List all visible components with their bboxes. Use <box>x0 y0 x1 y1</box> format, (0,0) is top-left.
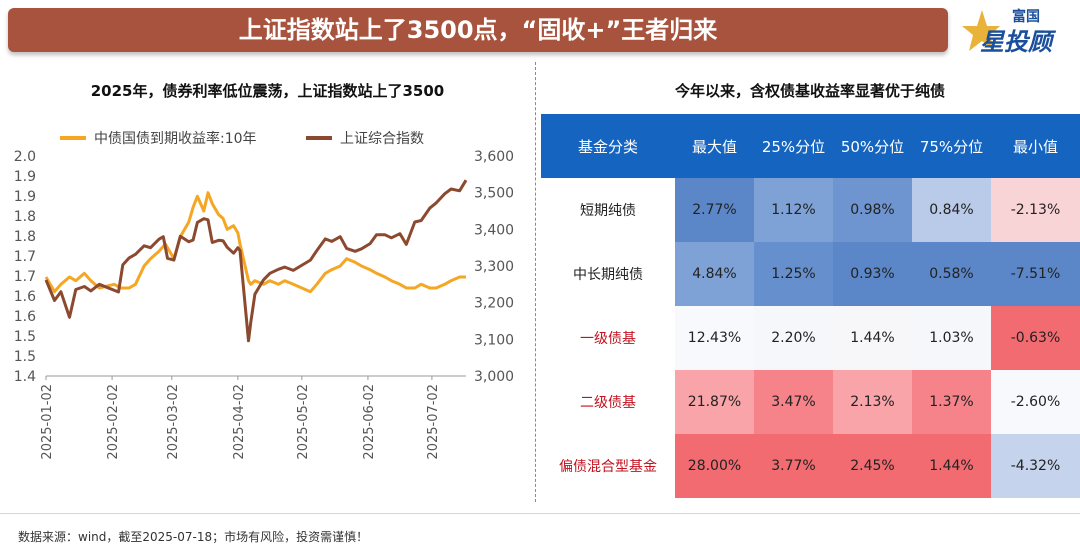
table-row: 二级债基 21.87% 3.47% 2.13% 1.37% -2.60% <box>541 370 1080 434</box>
column-header: 最大值 <box>675 114 754 178</box>
table-cell: -2.13% <box>991 178 1080 242</box>
left-axis-tick-label: 1.6 <box>14 309 36 325</box>
table-cell: 3.77% <box>754 434 833 498</box>
table-cell: 1.03% <box>912 306 991 370</box>
x-axis-tick-label: 2025-06-02 <box>362 384 377 460</box>
x-axis-tick-label: 2025-02-02 <box>106 384 121 460</box>
left-axis-tick-label: 1.7 <box>14 269 36 285</box>
column-header: 50%分位 <box>833 114 912 178</box>
table-cell: 1.44% <box>912 434 991 498</box>
right-axis-tick-label: 3,200 <box>474 296 514 312</box>
table-cell: 1.37% <box>912 370 991 434</box>
table-cell: 4.84% <box>675 242 754 306</box>
fund-return-table: 基金分类 最大值 25%分位 50%分位 75%分位 最小值 短期纯债 2.77% 1.12%… <box>541 114 1080 498</box>
left-axis-tick-label: 1.9 <box>14 189 36 205</box>
table-row: 短期纯债 2.77% 1.12% 0.98% 0.84% -2.13% <box>541 178 1080 242</box>
row-label: 一级债基 <box>580 331 636 347</box>
left-axis-tick-label: 1.8 <box>14 229 36 245</box>
left-axis-tick-label: 1.6 <box>14 289 36 305</box>
right-axis-tick-label: 3,000 <box>474 369 514 385</box>
footer-note: 数据来源：wind，截至2025-07-18；市场有风险，投资需谨慎！ <box>18 530 369 544</box>
right-axis-tick-label: 3,400 <box>474 222 514 238</box>
brand-logo: 富国 星投顾 <box>958 4 1076 56</box>
left-axis-tick-label: 1.8 <box>14 209 36 225</box>
left-axis-tick-label: 1.4 <box>14 369 36 385</box>
left-axis-tick-label: 1.5 <box>14 329 36 345</box>
table-cell: 1.12% <box>754 178 833 242</box>
right-axis-tick-label: 3,600 <box>474 149 514 165</box>
table-cell: 2.13% <box>833 370 912 434</box>
table-cell: 3.47% <box>754 370 833 434</box>
legend-label: 上证综合指数 <box>340 131 424 147</box>
right-axis-tick-label: 3,500 <box>474 186 514 202</box>
table-row: 偏债混合型基金 28.00% 3.77% 2.45% 1.44% -4.32% <box>541 434 1080 498</box>
legend-label: 中债国债到期收益率:10年 <box>94 130 257 147</box>
x-axis-tick-label: 2025-05-02 <box>296 384 311 460</box>
table-cell: 2.45% <box>833 434 912 498</box>
row-label: 偏债混合型基金 <box>559 459 657 475</box>
table-cell: -0.63% <box>991 306 1080 370</box>
right-axis-tick-label: 3,300 <box>474 259 514 275</box>
table-row: 中长期纯债 4.84% 1.25% 0.93% 0.58% -7.51% <box>541 242 1080 306</box>
footer-divider <box>0 513 1080 514</box>
x-axis-tick-label: 2025-04-02 <box>232 384 247 460</box>
column-header: 25%分位 <box>754 114 833 178</box>
chart-legend: 中债国债到期收益率:10年 上证综合指数 <box>60 130 424 147</box>
logo-main-text: 星投顾 <box>980 28 1052 56</box>
x-axis-tick-label: 2025-07-02 <box>426 384 441 460</box>
table-cell: -2.60% <box>991 370 1080 434</box>
title-banner: 上证指数站上了3500点，“固收+”王者归来 <box>8 8 948 52</box>
left-axis-tick-label: 1.5 <box>14 349 36 365</box>
table-cell: -4.32% <box>991 434 1080 498</box>
star-icon <box>962 10 1000 51</box>
table-cell: 21.87% <box>675 370 754 434</box>
panel-divider <box>535 62 536 502</box>
table-header-row: 基金分类 最大值 25%分位 50%分位 75%分位 最小值 <box>541 114 1080 178</box>
table-cell: 1.44% <box>833 306 912 370</box>
table-cell: 0.93% <box>833 242 912 306</box>
column-header: 75%分位 <box>912 114 991 178</box>
row-label: 短期纯债 <box>580 203 636 219</box>
table-body: 短期纯债 2.77% 1.12% 0.98% 0.84% -2.13% 中长期纯债 4.84%… <box>541 178 1080 498</box>
table-cell: 0.84% <box>912 178 991 242</box>
left-axis-tick-label: 1.7 <box>14 249 36 265</box>
chart-title: 2025年，债券利率低位震荡，上证指数站上了3500 <box>90 82 445 100</box>
table-cell: 12.43% <box>675 306 754 370</box>
row-label: 二级债基 <box>580 395 636 411</box>
column-header: 最小值 <box>991 114 1080 178</box>
table-cell: 2.77% <box>675 178 754 242</box>
chart-series <box>44 179 468 343</box>
page-title: 上证指数站上了3500点，“固收+”王者归来 <box>238 16 718 44</box>
x-axis-tick-label: 2025-01-02 <box>40 384 55 460</box>
series-line <box>44 179 468 343</box>
series-line <box>44 191 466 294</box>
left-axis-tick-label: 1.9 <box>14 169 36 185</box>
table-cell: 2.20% <box>754 306 833 370</box>
table-cell: 1.25% <box>754 242 833 306</box>
logo-top-text: 富国 <box>1012 9 1040 25</box>
table-row: 一级债基 12.43% 2.20% 1.44% 1.03% -0.63% <box>541 306 1080 370</box>
table-cell: -7.51% <box>991 242 1080 306</box>
table-cell: 0.98% <box>833 178 912 242</box>
table-cell: 28.00% <box>675 434 754 498</box>
chart-axes: 2.0 1.9 1.9 1.8 1.8 1.7 1.7 1.6 1.6 1.5 1.5 1.4 3,60… <box>14 149 514 460</box>
row-label: 中长期纯债 <box>573 267 643 283</box>
right-axis-tick-label: 3,100 <box>474 332 514 348</box>
line-chart: 中债国债到期收益率:10年 上证综合指数 2.0 1.9 1.9 1.8 1.8 1.7 1.… <box>14 130 514 460</box>
column-header-category: 基金分类 <box>541 114 675 178</box>
x-axis-tick-label: 2025-03-02 <box>166 384 181 460</box>
table-cell: 0.58% <box>912 242 991 306</box>
left-axis-tick-label: 2.0 <box>14 149 36 165</box>
table-title: 今年以来，含权债基收益率显著优于纯债 <box>674 82 945 100</box>
